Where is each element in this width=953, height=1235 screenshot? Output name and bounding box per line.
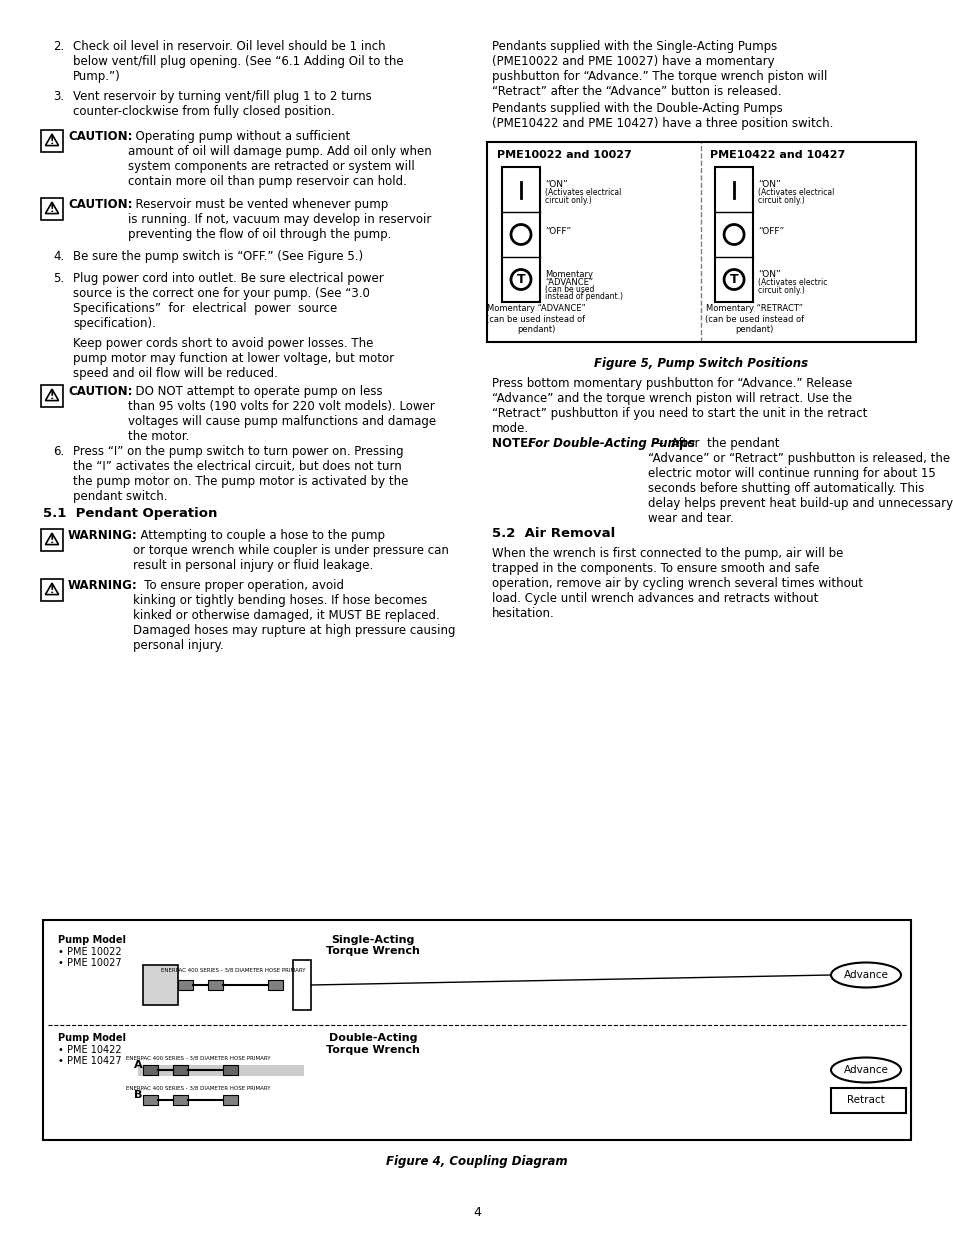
Text: Momentary “RETRACT”
(can be used instead of
pendant): Momentary “RETRACT” (can be used instead… <box>703 304 802 333</box>
Text: “ON”: “ON” <box>758 180 780 189</box>
Bar <box>268 981 283 990</box>
Text: A: A <box>133 1060 142 1070</box>
Text: PME10022 and 10027: PME10022 and 10027 <box>497 149 631 161</box>
Bar <box>223 1095 237 1105</box>
Bar <box>143 1065 158 1074</box>
Bar <box>43 920 910 1140</box>
Bar <box>208 981 223 990</box>
Text: “ON”: “ON” <box>758 270 780 279</box>
Text: Advance: Advance <box>842 969 887 981</box>
Text: Attempting to couple a hose to the pump
or torque wrench while coupler is under : Attempting to couple a hose to the pump … <box>132 529 449 572</box>
Text: !: ! <box>50 204 54 214</box>
Text: Reservoir must be vented whenever pump
is running. If not, vacuum may develop in: Reservoir must be vented whenever pump i… <box>128 198 431 241</box>
Text: !: ! <box>50 391 54 401</box>
Bar <box>486 142 915 342</box>
Text: (Activates electrical: (Activates electrical <box>544 188 620 198</box>
Text: T: T <box>517 273 525 287</box>
Text: Vent reservoir by turning vent/fill plug 1 to 2 turns
counter-clockwise from ful: Vent reservoir by turning vent/fill plug… <box>73 90 372 119</box>
Text: Pump Model: Pump Model <box>58 935 126 945</box>
Bar <box>172 1095 188 1105</box>
Text: !: ! <box>50 585 54 595</box>
Text: Figure 5, Pump Switch Positions: Figure 5, Pump Switch Positions <box>594 357 808 370</box>
Text: Double-Acting: Double-Acting <box>328 1032 416 1044</box>
Text: • PME 10422: • PME 10422 <box>58 1045 121 1055</box>
Text: • PME 10427: • PME 10427 <box>58 1056 121 1066</box>
Text: instead of pendant.): instead of pendant.) <box>544 291 622 301</box>
Bar <box>293 960 311 1010</box>
Text: Momentary “ADVANCE”
(can be used instead of
pendant): Momentary “ADVANCE” (can be used instead… <box>486 304 585 333</box>
Text: Be sure the pump switch is “OFF.” (See Figure 5.): Be sure the pump switch is “OFF.” (See F… <box>73 249 363 263</box>
Text: Momentary: Momentary <box>544 270 593 279</box>
Text: 4: 4 <box>473 1207 480 1219</box>
Text: ENERPAC 400 SERIES - 3/8 DIAMETER HOSE PRIMARY: ENERPAC 400 SERIES - 3/8 DIAMETER HOSE P… <box>126 1086 270 1091</box>
Bar <box>172 1065 188 1074</box>
Text: 5.2  Air Removal: 5.2 Air Removal <box>492 527 615 540</box>
Text: Pendants supplied with the Double-Acting Pumps
(PME10422 and PME 10427) have a t: Pendants supplied with the Double-Acting… <box>492 103 833 130</box>
Bar <box>143 965 178 1005</box>
Text: !: ! <box>50 136 54 146</box>
Text: 3.: 3. <box>53 90 64 103</box>
Text: “ADVANCE”: “ADVANCE” <box>544 278 593 287</box>
Text: Operating pump without a sufficient
amount of oil will damage pump. Add oil only: Operating pump without a sufficient amou… <box>128 130 432 188</box>
Text: circuit only.): circuit only.) <box>758 196 804 205</box>
Text: 5.: 5. <box>53 272 64 285</box>
Text: 5.1  Pendant Operation: 5.1 Pendant Operation <box>43 508 217 520</box>
Text: 2.: 2. <box>53 40 64 53</box>
Text: Pump Model: Pump Model <box>58 1032 126 1044</box>
Bar <box>223 1065 237 1074</box>
Text: circuit only.): circuit only.) <box>758 287 804 295</box>
Text: Single-Acting: Single-Acting <box>331 935 415 945</box>
Text: Torque Wrench: Torque Wrench <box>326 1045 419 1055</box>
Bar <box>501 167 539 303</box>
Bar <box>178 981 193 990</box>
Text: Keep power cords short to avoid power losses. The
pump motor may function at low: Keep power cords short to avoid power lo… <box>73 337 394 380</box>
Text: DO NOT attempt to operate pump on less
than 95 volts (190 volts for 220 volt mod: DO NOT attempt to operate pump on less t… <box>128 385 436 443</box>
Text: 4.: 4. <box>53 249 64 263</box>
Text: Press bottom momentary pushbutton for “Advance.” Release
“Advance” and the torqu: Press bottom momentary pushbutton for “A… <box>492 377 866 435</box>
Text: (can be used: (can be used <box>544 285 594 294</box>
Text: B: B <box>133 1091 142 1100</box>
Text: ENERPAC 400 SERIES - 3/8 DIAMETER HOSE PRIMARY: ENERPAC 400 SERIES - 3/8 DIAMETER HOSE P… <box>161 968 305 973</box>
Text: Pendants supplied with the Single-Acting Pumps
(PME10022 and PME 10027) have a m: Pendants supplied with the Single-Acting… <box>492 40 826 98</box>
Text: Retract: Retract <box>846 1095 884 1105</box>
Text: CAUTION:: CAUTION: <box>68 198 132 211</box>
Text: CAUTION:: CAUTION: <box>68 385 132 398</box>
Bar <box>41 529 63 551</box>
Text: (Activates electric: (Activates electric <box>758 278 826 287</box>
Bar <box>41 385 63 408</box>
Text: “ON”: “ON” <box>544 180 567 189</box>
Text: • PME 10022: • PME 10022 <box>58 947 121 957</box>
Text: To ensure proper operation, avoid
kinking or tightly bending hoses. If hose beco: To ensure proper operation, avoid kinkin… <box>132 579 455 652</box>
Bar <box>715 167 752 303</box>
Text: “OFF”: “OFF” <box>544 227 571 236</box>
Text: Figure 4, Coupling Diagram: Figure 4, Coupling Diagram <box>386 1155 567 1168</box>
Text: 6.: 6. <box>53 445 64 458</box>
Text: ENERPAC 400 SERIES - 3/8 DIAMETER HOSE PRIMARY: ENERPAC 400 SERIES - 3/8 DIAMETER HOSE P… <box>126 1055 270 1060</box>
Text: WARNING:: WARNING: <box>68 529 137 542</box>
Bar <box>41 579 63 601</box>
Text: Check oil level in reservoir. Oil level should be 1 inch
below vent/fill plug op: Check oil level in reservoir. Oil level … <box>73 40 403 83</box>
Text: NOTE:: NOTE: <box>492 437 537 450</box>
Text: When the wrench is first connected to the pump, air will be
trapped in the compo: When the wrench is first connected to th… <box>492 547 862 620</box>
Text: —  After  the pendant
“Advance” or “Retract” pushbutton is released, the
electri: — After the pendant “Advance” or “Retrac… <box>647 437 952 525</box>
Text: Plug power cord into outlet. Be sure electrical power
source is the correct one : Plug power cord into outlet. Be sure ele… <box>73 272 383 330</box>
Text: PME10422 and 10427: PME10422 and 10427 <box>709 149 844 161</box>
Text: Press “I” on the pump switch to turn power on. Pressing
the “I” activates the el: Press “I” on the pump switch to turn pow… <box>73 445 408 503</box>
Bar <box>143 1095 158 1105</box>
Text: T: T <box>729 273 738 287</box>
Text: “OFF”: “OFF” <box>758 227 783 236</box>
Bar <box>830 1088 905 1113</box>
Bar <box>41 198 63 220</box>
Text: For Double-Acting Pumps: For Double-Acting Pumps <box>527 437 695 450</box>
Text: (Activates electrical: (Activates electrical <box>758 188 834 198</box>
Text: • PME 10027: • PME 10027 <box>58 958 121 968</box>
Text: WARNING:: WARNING: <box>68 579 137 592</box>
Text: circuit only.): circuit only.) <box>544 196 591 205</box>
Text: CAUTION:: CAUTION: <box>68 130 132 143</box>
Text: Torque Wrench: Torque Wrench <box>326 946 419 956</box>
Text: Advance: Advance <box>842 1065 887 1074</box>
Text: !: ! <box>50 535 54 545</box>
Bar <box>41 130 63 152</box>
